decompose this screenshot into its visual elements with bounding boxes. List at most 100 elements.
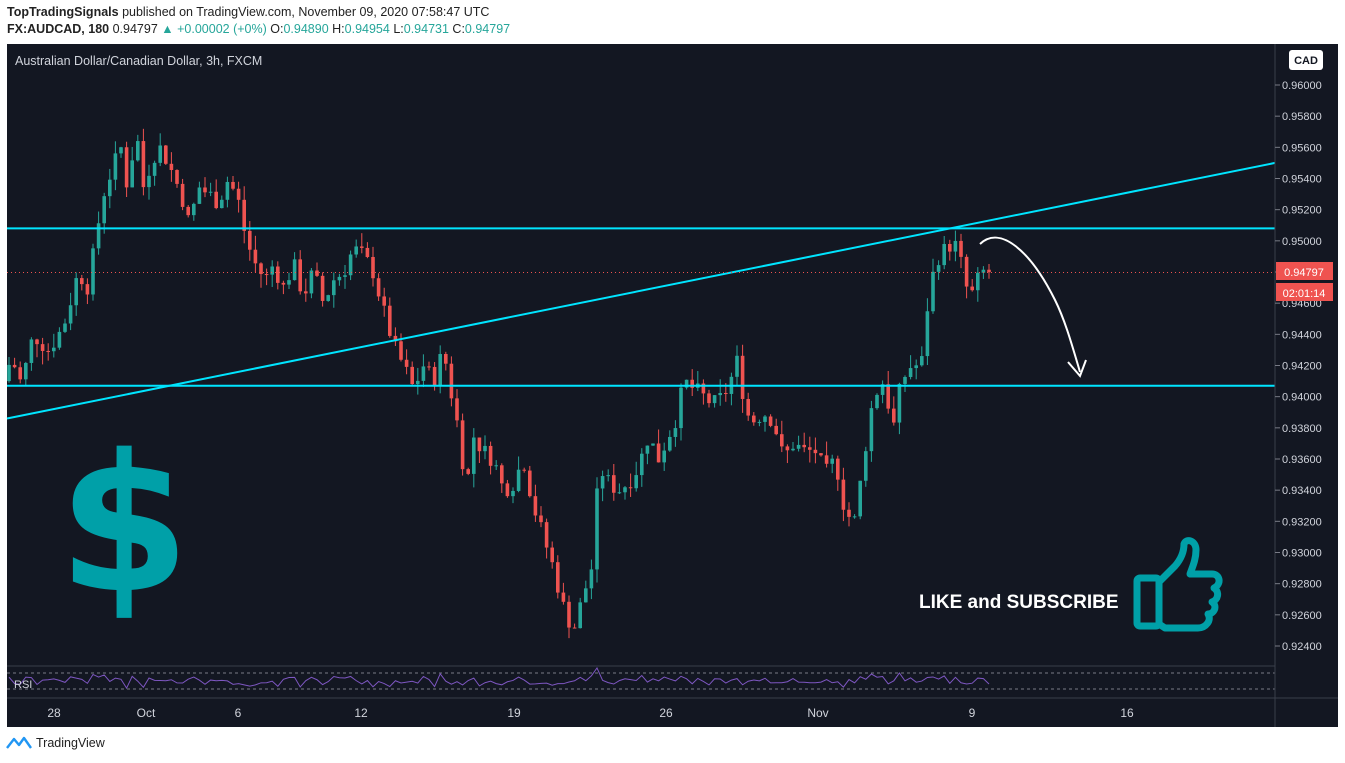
candle-body (449, 363, 454, 399)
candle-body (348, 254, 353, 276)
dollar-sign-icon: $ (58, 414, 190, 635)
last-price-text: 0.94797 (1284, 267, 1324, 279)
candle-body (948, 243, 952, 252)
candle-body (864, 451, 868, 481)
candle-body (466, 469, 470, 474)
candle-body (959, 240, 963, 257)
candle-body (130, 160, 134, 188)
arrow-head-icon (1067, 359, 1087, 378)
candle-body (292, 259, 297, 281)
candle-body (662, 450, 666, 463)
candle-body (164, 145, 168, 164)
currency-button[interactable] (1289, 50, 1323, 70)
candle-body (505, 483, 510, 497)
candle-body (35, 339, 39, 345)
candle-body (684, 379, 689, 388)
last-value: 0.94797 (112, 22, 158, 36)
candle-body (735, 355, 739, 377)
candle-body (824, 455, 829, 464)
author-name[interactable]: TopTradingSignals (7, 5, 119, 19)
candle-body (7, 364, 11, 382)
currency-label: CAD (1294, 55, 1318, 67)
candle-body (785, 446, 790, 451)
candle-body (371, 256, 375, 279)
candle-body (488, 445, 493, 466)
candle-body (522, 469, 526, 471)
candle-body (556, 562, 560, 593)
footer-brand[interactable]: TradingView (36, 736, 105, 750)
tradingview-logo-icon (6, 736, 32, 749)
candle-body (186, 206, 190, 216)
close-value: 0.94797 (464, 22, 511, 36)
change-value: +0.00002 (+0%) (177, 22, 267, 36)
close-label: C: (452, 22, 465, 36)
y-tick-label: 0.94400 (1282, 329, 1322, 341)
candle-body (248, 230, 252, 250)
candle-body (511, 490, 515, 497)
candle-body (225, 181, 230, 200)
candle-body (640, 453, 644, 476)
ascending-trendline[interactable] (6, 161, 1276, 420)
candle-body (483, 445, 487, 452)
high-value: 0.94954 (344, 22, 390, 36)
y-tick-label: 0.93800 (1282, 423, 1322, 435)
x-tick-label: 16 (1120, 706, 1134, 720)
candle-body (976, 272, 980, 291)
candle-body (320, 275, 325, 301)
candle-body (651, 443, 655, 446)
x-tick-label: 28 (47, 706, 61, 720)
publish-text: published on TradingView.com, November 0… (122, 5, 490, 19)
candle-body (875, 394, 879, 409)
candle-body (315, 270, 319, 276)
candle-body (690, 379, 694, 388)
open-label: O: (270, 22, 284, 36)
candle-body (942, 243, 946, 266)
candle-body (634, 475, 638, 489)
y-tick-label: 0.95400 (1282, 174, 1322, 186)
candle-body (388, 305, 392, 336)
candle-body (197, 187, 202, 204)
candle-body (192, 203, 196, 216)
candle-body (953, 240, 958, 252)
candle-body (852, 516, 857, 518)
candle-body (281, 282, 286, 285)
candle-body (740, 355, 745, 399)
candle-body (858, 480, 862, 517)
candle-body (12, 364, 17, 368)
candle-body (326, 295, 330, 301)
y-tick-label: 0.92800 (1282, 579, 1322, 591)
candle-body (920, 356, 924, 366)
candle-body (645, 445, 650, 454)
candle-body (360, 246, 364, 248)
candle-body (589, 569, 594, 589)
ohlc-line: FX:AUDCAD, 180 0.94797 ▲ +0.00002 (+0%) … (7, 22, 510, 36)
candle-body (427, 366, 431, 368)
candle-body (516, 469, 521, 491)
candle-body (617, 492, 622, 494)
candle-body (214, 191, 218, 209)
candle-body (914, 365, 918, 369)
candle-body (438, 354, 442, 386)
candle-body (421, 366, 426, 381)
x-tick-label: 26 (659, 706, 673, 720)
y-tick-label: 0.95800 (1282, 111, 1322, 123)
candle-body (113, 153, 118, 180)
y-tick-label: 0.92400 (1282, 641, 1322, 653)
candles-group (7, 128, 991, 639)
chart-title: Australian Dollar/Canadian Dollar, 3h, F… (15, 54, 262, 68)
candle-body (354, 246, 358, 255)
candle-body (119, 147, 123, 154)
candle-body (897, 383, 902, 423)
x-tick-label: Nov (807, 706, 828, 720)
projection-arrow[interactable] (979, 236, 1081, 373)
candle-body (68, 305, 73, 324)
candle-body (561, 592, 566, 602)
candle-body (595, 488, 599, 570)
candle-body (399, 341, 403, 360)
candle-body (925, 311, 930, 357)
candle-body (567, 601, 571, 628)
candle-body (169, 163, 174, 171)
candle-body (981, 269, 986, 273)
candle-body (494, 465, 498, 467)
